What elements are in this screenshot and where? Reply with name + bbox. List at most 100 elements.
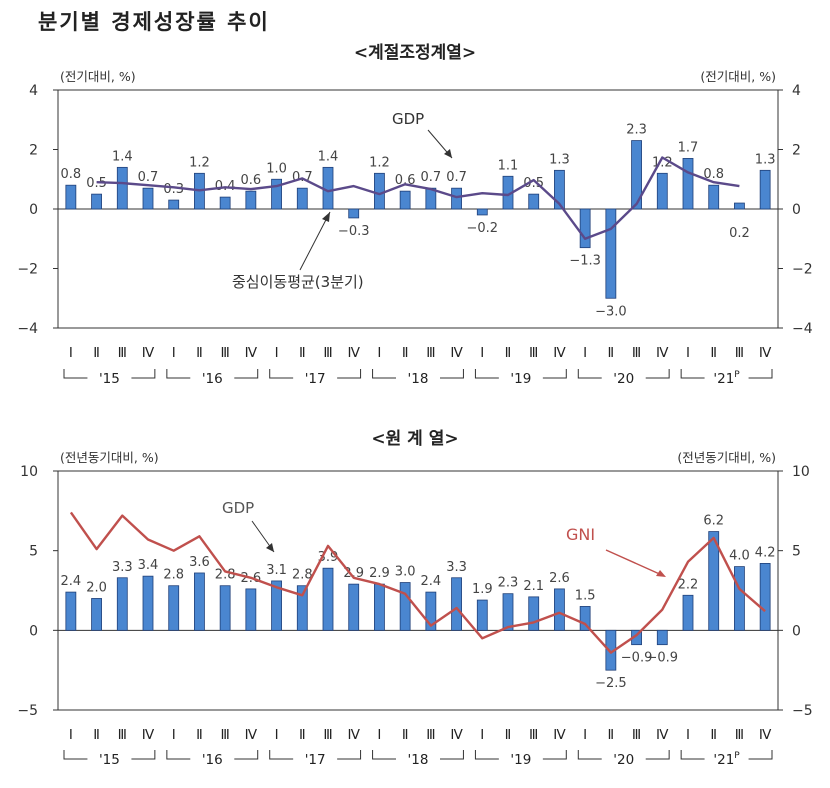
- y-tick-label-left: 2: [29, 143, 38, 159]
- quarter-label: Ⅰ: [686, 727, 690, 743]
- data-label-q12: −0.3: [338, 224, 370, 239]
- y-tick-label-right: 2: [792, 143, 801, 159]
- bar-q10: [296, 187, 308, 210]
- year-bracket-right: [645, 750, 670, 760]
- year-label: '20: [613, 752, 634, 768]
- bar-q28: [759, 563, 771, 631]
- bar-q18: [502, 593, 514, 631]
- quarter-label: Ⅱ: [505, 345, 512, 361]
- quarter-label: Ⅰ: [172, 345, 176, 361]
- data-label-q22: −2.5: [595, 676, 627, 691]
- year-label: '15: [99, 371, 120, 387]
- quarter-label: Ⅱ: [93, 727, 100, 743]
- bar-q23: [631, 140, 642, 210]
- year-bracket-right: [645, 369, 670, 379]
- quarter-label: Ⅱ: [710, 345, 717, 361]
- y-tick-label-left: 0: [29, 623, 38, 639]
- annotation-gni: GNI: [566, 525, 595, 544]
- bar-q21: [579, 606, 591, 631]
- data-label-q23: −0.9: [621, 651, 653, 666]
- year-label: '21P: [713, 751, 740, 768]
- year-label: '17: [305, 371, 326, 387]
- y-tick-label-left: 5: [29, 544, 38, 560]
- bar-q3: [116, 166, 128, 210]
- bar-q20: [554, 588, 565, 631]
- plot-frame: [57, 470, 779, 711]
- data-label-q4: 0.7: [138, 170, 159, 185]
- year-bracket-right: [748, 750, 773, 760]
- data-label-q18: 1.1: [498, 158, 519, 173]
- bar-q15: [425, 591, 437, 631]
- year-bracket-left: [269, 750, 294, 760]
- year-bracket-right: [748, 369, 773, 379]
- bar-q25: [682, 594, 694, 631]
- year-bracket-left: [474, 750, 499, 760]
- data-label-q2: 2.0: [86, 580, 107, 595]
- chart-2: 10 10 5 5 0 0 −5 −5 (전년동기대비, %) (전년동기대비, %) 2.4 2.0…: [17, 450, 812, 768]
- data-label-q19: 0.5: [523, 176, 544, 191]
- year-label: '15: [99, 752, 120, 768]
- quarter-label: Ⅳ: [656, 727, 669, 743]
- year-label: '18: [408, 371, 429, 387]
- data-label-q6: 3.6: [189, 555, 210, 570]
- quarter-label: Ⅱ: [608, 345, 615, 361]
- bar-q11: [322, 567, 334, 631]
- bar-q12: [348, 583, 360, 631]
- year-bracket-right: [131, 369, 156, 379]
- year-bracket-left: [577, 369, 602, 379]
- bar-q7: [219, 196, 231, 210]
- bar-q9: [271, 580, 282, 631]
- data-label-q27: 0.2: [729, 226, 750, 241]
- bar-q19: [528, 193, 540, 210]
- quarter-label: Ⅰ: [480, 727, 484, 743]
- data-label-q2: 0.5: [86, 176, 107, 191]
- quarter-label: Ⅳ: [142, 727, 155, 743]
- quarter-label: Ⅲ: [529, 345, 538, 361]
- year-bracket-right: [234, 369, 259, 379]
- quarter-label: Ⅰ: [69, 727, 73, 743]
- year-bracket-right: [440, 750, 464, 760]
- y-unit-right: (전년동기대비, %): [677, 450, 776, 465]
- quarter-label: Ⅲ: [426, 345, 435, 361]
- quarter-label: Ⅰ: [69, 345, 73, 361]
- quarter-label: Ⅳ: [759, 727, 772, 743]
- quarter-label: Ⅲ: [735, 727, 744, 743]
- quarter-label: Ⅰ: [275, 727, 279, 743]
- data-label-q27: 4.0: [729, 549, 750, 564]
- data-label-q25: 1.7: [678, 140, 699, 155]
- year-bracket-left: [372, 750, 396, 760]
- bar-q8: [245, 190, 257, 210]
- quarter-label: Ⅲ: [220, 727, 229, 743]
- year-bracket-left: [63, 750, 88, 760]
- quarter-label: Ⅲ: [632, 727, 641, 743]
- data-label-q28: 1.3: [755, 152, 776, 167]
- quarter-label: Ⅳ: [656, 345, 669, 361]
- bar-q7: [219, 585, 231, 631]
- data-label-q1: 0.8: [61, 167, 82, 182]
- bar-q26: [708, 184, 720, 210]
- bar-q27: [734, 202, 745, 210]
- bar-q25: [682, 158, 694, 210]
- year-bracket-left: [63, 369, 88, 379]
- year-bracket-left: [269, 369, 294, 379]
- bar-q20: [554, 169, 565, 210]
- y-tick-label-right: −2: [792, 262, 813, 278]
- arrow-head: [444, 149, 452, 158]
- quarter-label: Ⅲ: [529, 727, 538, 743]
- quarter-label: Ⅳ: [347, 727, 360, 743]
- quarter-label: Ⅳ: [142, 345, 155, 361]
- y-unit-left: (전기대비, %): [60, 69, 136, 84]
- year-suffix: P: [734, 751, 740, 761]
- bar-q6: [194, 572, 205, 631]
- y-tick-label-left: −5: [17, 703, 38, 719]
- data-label-q28: 4.2: [755, 545, 776, 560]
- bar-q2: [91, 598, 102, 631]
- y-tick-label-right: 10: [792, 464, 810, 480]
- data-label-q20: 1.3: [549, 152, 570, 167]
- quarter-label: Ⅰ: [377, 345, 381, 361]
- quarter-label: Ⅱ: [402, 345, 409, 361]
- quarter-label: Ⅰ: [480, 345, 484, 361]
- quarter-label: Ⅲ: [323, 345, 332, 361]
- bar-q13: [374, 172, 385, 210]
